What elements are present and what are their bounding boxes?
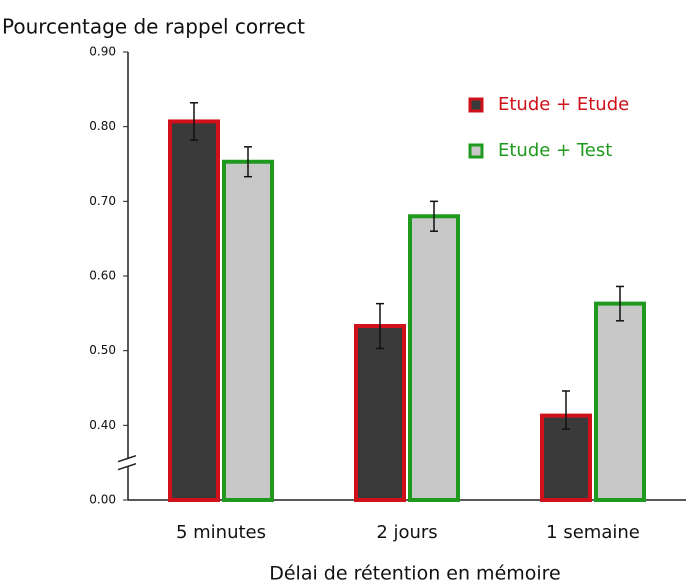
y-tick-label: 0.90 <box>89 45 116 59</box>
chart-title: Pourcentage de rappel correct <box>2 15 305 39</box>
legend-label: Etude + Test <box>498 140 612 161</box>
y-tick-label: 0.80 <box>89 119 116 133</box>
x-tick-label: 2 jours <box>376 522 437 543</box>
bar <box>222 159 274 502</box>
bar <box>168 119 220 502</box>
y-tick-label: 0.00 <box>89 493 116 507</box>
bar <box>354 324 406 502</box>
y-tick-label: 0.50 <box>89 343 116 357</box>
axis-break <box>117 454 137 463</box>
x-axis-label: Délai de rétention en mémoire <box>269 563 561 585</box>
y-tick-label: 0.40 <box>89 418 116 432</box>
bar <box>408 214 460 502</box>
legend-label: Etude + Etude <box>498 94 629 115</box>
axis-break <box>117 462 137 471</box>
y-tick-label: 0.60 <box>89 269 116 283</box>
axis-break-gap <box>120 458 136 467</box>
x-tick-label: 1 semaine <box>546 522 640 543</box>
legend-swatch <box>468 97 484 113</box>
bar <box>594 301 646 503</box>
legend-swatch <box>468 143 484 159</box>
x-tick-label: 5 minutes <box>176 522 266 543</box>
y-tick-label: 0.70 <box>89 194 116 208</box>
